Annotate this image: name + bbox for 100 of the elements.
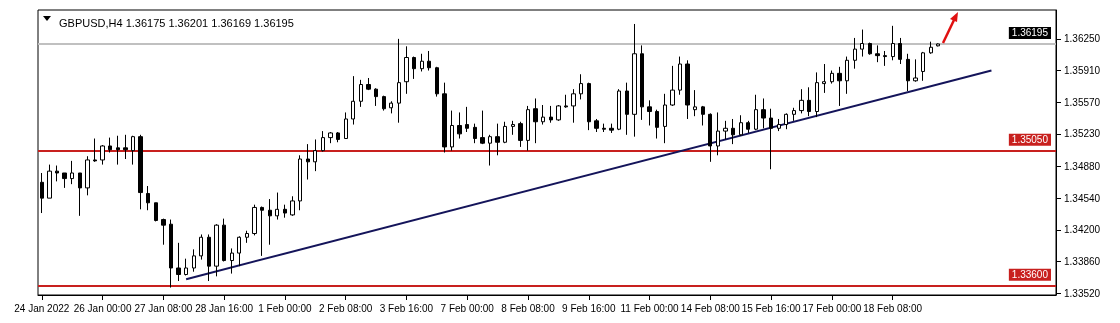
candlestick <box>868 42 872 56</box>
y-tick-label: 1.33860 <box>1064 255 1101 267</box>
x-tick-label: 2 Feb 08:00 <box>318 302 373 314</box>
candlestick <box>883 50 887 67</box>
candlestick <box>351 75 355 126</box>
candlestick <box>70 160 74 185</box>
candlestick <box>921 51 925 82</box>
x-tick-label: 8 Feb 08:00 <box>501 302 556 314</box>
y-tick-label: 1.34200 <box>1064 224 1101 236</box>
candlestick <box>929 41 933 55</box>
candlestick <box>807 86 811 117</box>
y-tick-label: 1.35570 <box>1064 96 1101 108</box>
candlestick <box>435 66 439 98</box>
candlestick <box>412 56 416 80</box>
candlestick <box>290 195 295 217</box>
candlestick <box>708 112 712 163</box>
candlestick <box>321 130 325 153</box>
candlestick <box>518 121 523 148</box>
candlestick <box>55 165 59 182</box>
candlestick <box>47 164 52 199</box>
candlestick <box>511 120 515 136</box>
candlestick <box>693 89 697 117</box>
candlestick <box>579 73 583 100</box>
candlestick <box>154 202 158 222</box>
candlestick <box>541 104 545 126</box>
candlestick <box>473 123 477 144</box>
candlestick <box>85 155 90 196</box>
candlestick <box>830 70 834 85</box>
candlestick <box>252 204 257 236</box>
y-tick-label: 1.34540 <box>1064 192 1101 204</box>
candlestick <box>488 134 492 167</box>
candlestick <box>344 111 348 140</box>
candlestick <box>913 58 918 83</box>
candlestick <box>40 172 44 214</box>
candlestick <box>640 44 644 121</box>
candlestick <box>853 37 857 70</box>
candlestick <box>100 144 105 166</box>
candlestick <box>275 192 279 221</box>
candlestick <box>268 198 272 246</box>
candlestick <box>146 185 150 211</box>
candlestick <box>845 56 849 95</box>
candlestick <box>328 131 333 144</box>
candlestick <box>860 29 864 58</box>
candlestick <box>503 121 507 144</box>
candlestick <box>625 82 629 136</box>
candlestick <box>176 242 181 282</box>
candlestick <box>556 104 561 122</box>
candlestick <box>602 123 606 133</box>
x-tick-label: 17 Feb 00:00 <box>802 302 862 314</box>
candlestick <box>230 247 234 275</box>
candlestick <box>457 111 462 140</box>
candlestick <box>799 88 804 114</box>
candlestick <box>214 223 219 277</box>
candlestick <box>906 53 910 92</box>
candlestick <box>891 25 895 61</box>
candlestick <box>184 258 188 276</box>
candlestick <box>245 230 249 244</box>
candlestick <box>609 123 614 134</box>
candlestick <box>822 63 826 94</box>
candlestick <box>701 105 705 126</box>
x-tick-label: 28 Jan 16:00 <box>195 302 254 314</box>
candlestick <box>495 123 500 156</box>
candlestick <box>207 233 211 282</box>
candlestick <box>450 110 454 152</box>
candlestick <box>78 172 82 217</box>
candlestick <box>389 100 393 114</box>
candlestick <box>397 38 401 124</box>
candlestick <box>769 108 773 170</box>
candlestick <box>617 88 621 131</box>
ref-line-label: 1.35050 <box>1011 134 1049 146</box>
x-tick-label: 24 Jan 2022 <box>14 302 70 314</box>
candlestick <box>306 143 310 181</box>
x-tick-label: 26 Jan 00:00 <box>73 302 132 314</box>
candlestick <box>116 135 120 166</box>
candlestick <box>526 105 530 152</box>
candlestick <box>731 118 735 145</box>
candlestick <box>784 112 788 130</box>
candlestick <box>93 138 97 163</box>
candlestick <box>533 97 538 144</box>
candlestick <box>427 50 431 72</box>
candlestick <box>138 134 143 210</box>
y-tick-label: 1.33520 <box>1064 287 1101 299</box>
candlestick <box>366 77 371 91</box>
x-tick-label: 1 Feb 00:00 <box>258 302 313 314</box>
candlestick <box>442 82 447 153</box>
candlestick <box>792 107 796 122</box>
candlestick <box>123 134 128 160</box>
candlestick <box>549 105 553 124</box>
candlestick <box>465 106 469 133</box>
candlestick <box>480 110 485 145</box>
x-tick-label: 15 Feb 16:00 <box>741 302 802 314</box>
candlestick <box>777 118 781 132</box>
candlestick <box>685 59 690 120</box>
candlestick <box>678 56 682 96</box>
candlestick <box>62 172 67 189</box>
candlestick <box>283 204 287 219</box>
candlestick <box>815 71 819 118</box>
ref-line-label: 1.33600 <box>1011 269 1049 281</box>
candlestick <box>374 87 378 107</box>
candlestick <box>739 114 743 137</box>
